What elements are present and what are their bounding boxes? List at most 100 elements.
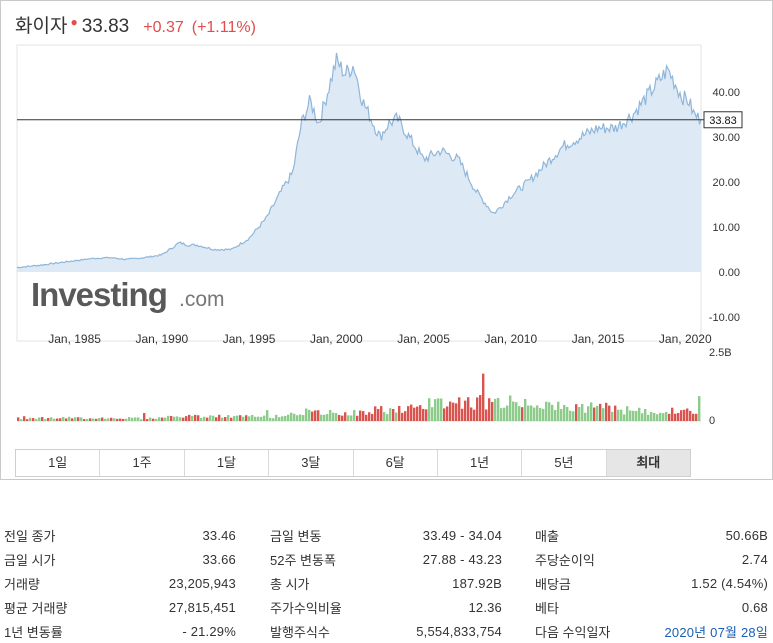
volume-bar [113,418,116,421]
volume-bar [392,408,395,421]
x-tick-label: Jan, 1995 [223,332,276,346]
volume-bar [398,405,401,421]
volume-bar [110,417,113,421]
volume-bar [296,415,299,421]
timeframe-tab[interactable]: 1달 [184,450,270,476]
timeframe-tab[interactable]: 1년 [437,450,523,476]
stats-label: 주가수익비율 [270,600,342,616]
volume-bar [599,403,602,421]
volume-bar [449,401,452,421]
price-chart[interactable]: 33.83 40.00 30.00 20.00 10.00 0.00 -10.00 Jan,… [1,1,773,446]
volume-bar [593,407,596,421]
volume-bar [545,401,548,421]
volume-bar [128,417,131,421]
volume-bar [338,414,341,421]
logo-text-light: .com [179,288,225,311]
volume-bar [125,418,128,421]
volume-bar [341,415,344,421]
volume-bar [344,412,347,421]
volume-bar [440,398,443,421]
volume-bar [65,418,68,421]
volume-bar [290,412,293,421]
timeframe-tab[interactable]: 1주 [100,450,185,476]
stats-value[interactable]: 2020년 07월 28일 [664,624,768,640]
volume-bar [17,417,20,421]
volume-bar [461,408,464,421]
volume-bar [131,417,134,421]
price-change-percent: (+1.11%) [191,19,256,36]
volume-bar [428,398,431,421]
volume-bar [191,415,194,421]
volume-bar [590,402,593,421]
stats-label: 주당순이익 [535,552,595,568]
stats-row: 주당순이익 2.74 [535,547,768,571]
volume-bar [521,407,524,421]
volume-bar [485,409,488,421]
volume-axis-max-label: 2.5B [709,347,732,359]
volume-bar [209,415,212,421]
stats-table: 전일 종가 33.46 금일 시가 33.66 거래량 23,205,943 평균 거래량 2… [0,523,773,643]
volume-bar [380,406,383,421]
volume-bar [278,417,281,421]
timeframe-tab[interactable]: 6달 [353,450,438,476]
volume-bar [587,406,590,421]
stats-value: - 21.29% [182,623,236,639]
volume-bar [35,419,38,421]
volume-bar [332,412,335,421]
stats-label: 매출 [535,528,559,544]
stats-value: 1.52 (4.54%) [691,575,768,591]
volume-bar [470,407,473,421]
volume-bar [497,397,500,421]
volume-bar [323,414,326,421]
volume-bar [677,413,680,421]
stats-label: 금일 변동 [270,528,322,544]
volume-bar [107,418,110,421]
volume-bar [626,406,629,421]
volume-bar [275,414,278,421]
volume-bar [200,417,203,421]
price-change: +0.37 [143,19,184,36]
volume-bar [506,405,509,421]
volume-bar [509,395,512,421]
volume-bar [698,396,701,421]
timeframe-tab[interactable]: 1일 [16,450,101,476]
x-tick-label: Jan, 2000 [310,332,363,346]
volume-bar [359,410,362,421]
volume-bar [413,407,416,421]
volume-bar [329,409,332,421]
volume-bar [680,410,683,421]
timeframe-tab[interactable]: 최대 [606,450,690,476]
volume-bar [119,418,122,421]
volume-bar [173,416,176,421]
volume-bar [683,409,686,421]
quote-header: 화이자 ● 33.83 +0.37 (+1.11%) [15,11,256,37]
volume-bar [494,398,497,421]
stats-row: 베타 0.68 [535,595,768,619]
timeframe-tab[interactable]: 5년 [522,450,607,476]
volume-bar [614,405,617,421]
volume-bar [638,407,641,421]
volume-bar [182,417,185,421]
volume-bar [227,415,230,421]
volume-bar [314,410,317,421]
volume-bar [572,411,575,421]
volume-bar [695,413,698,421]
volume-bar [539,407,542,421]
volume-bar [224,417,227,421]
volume-bar [299,414,302,421]
volume-bar [83,419,86,421]
volume-bar [308,409,311,421]
volume-bar [557,401,560,421]
volume-bar [161,417,164,421]
volume-bar [50,417,53,421]
x-tick-label: Jan, 2010 [484,332,537,346]
volume-bar [617,409,620,421]
volume-bar [77,417,80,421]
volume-bar [311,411,314,421]
volume-bar [389,408,392,421]
volume-bar [155,418,158,421]
timeframe-tab[interactable]: 3달 [269,450,354,476]
volume-bar [365,414,368,421]
volume-bar [197,415,200,421]
volume-bar [254,416,257,421]
